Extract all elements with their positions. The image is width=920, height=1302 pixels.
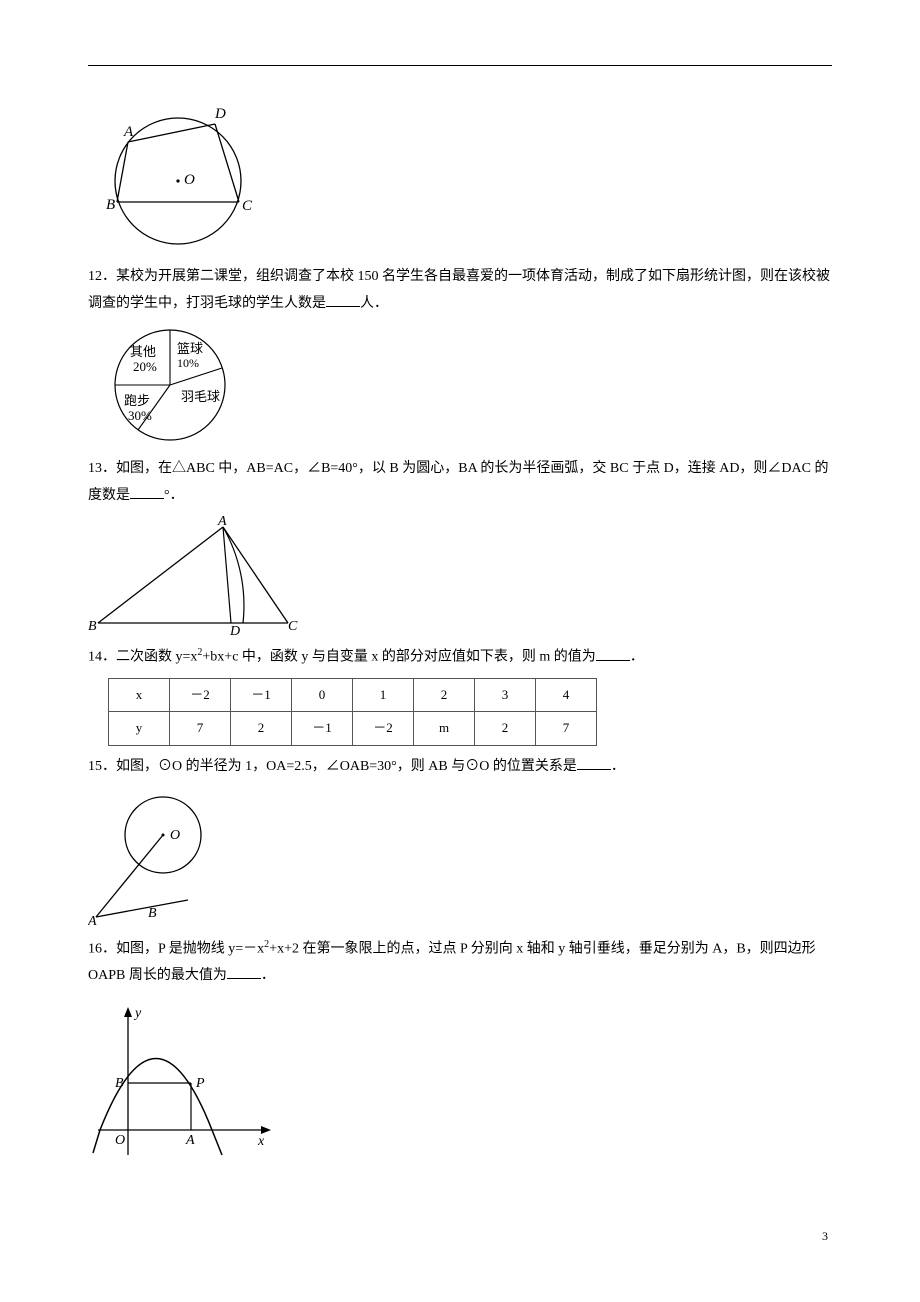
q13-text-b: °． bbox=[164, 488, 184, 503]
pie-basketball-pct: 10% bbox=[177, 356, 199, 370]
cell: 7 bbox=[170, 712, 231, 746]
figure-q11: A D B C O bbox=[88, 96, 832, 256]
parabola-svg: y x O A B P bbox=[88, 995, 278, 1165]
q13-label-D: D bbox=[229, 624, 240, 635]
q15-text-a: 15．如图，⊙O 的半径为 1，OA=2.5，∠OAB=30°，则 AB 与⊙O… bbox=[88, 759, 577, 774]
label-D: D bbox=[214, 106, 226, 122]
q13-label-C: C bbox=[288, 619, 298, 634]
q13-blank bbox=[130, 484, 164, 499]
q14-table: x －2 －1 0 1 2 3 4 y 7 2 －1 －2 m 2 7 bbox=[108, 678, 597, 746]
q14-row-y: y 7 2 －1 －2 m 2 7 bbox=[109, 712, 597, 746]
cell: 3 bbox=[475, 678, 536, 712]
q16-label-B: B bbox=[115, 1076, 124, 1091]
q15-label-O: O bbox=[170, 828, 180, 843]
figure-q12: 其他 20% 篮球 10% 羽毛球 跑步 30% bbox=[88, 323, 832, 448]
q14-row-x: x －2 －1 0 1 2 3 4 bbox=[109, 678, 597, 712]
q16-label-y: y bbox=[133, 1006, 142, 1021]
q12-blank bbox=[326, 292, 360, 307]
figure-q16: y x O A B P bbox=[88, 995, 832, 1165]
figure-q13: A B C D bbox=[88, 515, 832, 635]
figure-q15: O A B bbox=[88, 787, 832, 927]
q16-label-A: A bbox=[185, 1133, 195, 1148]
q13-text-a: 13．如图，在△ABC 中，AB=AC，∠B=40°，以 B 为圆心，BA 的长… bbox=[88, 461, 829, 503]
q13-label-A: A bbox=[217, 515, 227, 529]
cell: 0 bbox=[292, 678, 353, 712]
pie-running-label: 跑步 bbox=[124, 393, 150, 408]
label-C: C bbox=[242, 198, 253, 214]
q16-label-O: O bbox=[115, 1133, 125, 1148]
q15-text-b: ． bbox=[611, 759, 625, 774]
q12-text-a: 12．某校为开展第二课堂，组织调查了本校 150 名学生各自最喜爱的一项体育活动… bbox=[88, 269, 830, 311]
question-13: 13．如图，在△ABC 中，AB=AC，∠B=40°，以 B 为圆心，BA 的长… bbox=[88, 456, 832, 509]
q16-text-a: 16．如图，P 是抛物线 y=－x bbox=[88, 941, 264, 956]
q14-text-b: +bx+c 中，函数 y 与自变量 x 的部分对应值如下表，则 m 的值为 bbox=[202, 650, 595, 665]
cell: x bbox=[109, 678, 170, 712]
cell: 1 bbox=[353, 678, 414, 712]
header-rule bbox=[88, 65, 832, 66]
label-O: O bbox=[184, 172, 195, 188]
q14-text-c: ． bbox=[630, 650, 644, 665]
cell: 2 bbox=[231, 712, 292, 746]
pie-badminton-label: 羽毛球 bbox=[181, 389, 220, 404]
q16-label-P: P bbox=[195, 1076, 205, 1091]
cell: 7 bbox=[536, 712, 597, 746]
q15-label-A: A bbox=[88, 914, 97, 927]
q13-label-B: B bbox=[88, 619, 97, 634]
pie-running-pct: 30% bbox=[128, 408, 152, 423]
question-15: 15．如图，⊙O 的半径为 1，OA=2.5，∠OAB=30°，则 AB 与⊙O… bbox=[88, 754, 832, 781]
q16-label-x: x bbox=[257, 1134, 265, 1149]
question-16: 16．如图，P 是抛物线 y=－x2+x+2 在第一象限上的点，过点 P 分别向… bbox=[88, 935, 832, 990]
cell: －1 bbox=[292, 712, 353, 746]
q14-blank bbox=[596, 646, 630, 661]
pie-other-label: 其他 bbox=[130, 344, 156, 359]
question-14: 14．二次函数 y=x2+bx+c 中，函数 y 与自变量 x 的部分对应值如下… bbox=[88, 643, 832, 671]
q12-text-b: 人． bbox=[360, 296, 388, 311]
cell: 2 bbox=[414, 678, 475, 712]
pie-basketball-label: 篮球 bbox=[177, 341, 203, 356]
cell: －2 bbox=[353, 712, 414, 746]
q15-label-B: B bbox=[148, 906, 157, 921]
q15-blank bbox=[577, 755, 611, 770]
q16-blank bbox=[227, 964, 261, 979]
label-A: A bbox=[123, 124, 134, 140]
cell: －1 bbox=[231, 678, 292, 712]
triangle-svg: A B C D bbox=[88, 515, 298, 635]
q16-text-c: ． bbox=[261, 968, 275, 983]
cell: －2 bbox=[170, 678, 231, 712]
cell: m bbox=[414, 712, 475, 746]
circle-abcd-svg: A D B C O bbox=[88, 96, 268, 256]
q14-text-a: 14．二次函数 y=x bbox=[88, 650, 197, 665]
pie-other-pct: 20% bbox=[133, 359, 157, 374]
circle-tangent-svg: O A B bbox=[88, 787, 238, 927]
question-12: 12．某校为开展第二课堂，组织调查了本校 150 名学生各自最喜爱的一项体育活动… bbox=[88, 264, 832, 317]
cell: 4 bbox=[536, 678, 597, 712]
cell: y bbox=[109, 712, 170, 746]
label-B: B bbox=[106, 197, 115, 213]
pie-chart-svg: 其他 20% 篮球 10% 羽毛球 跑步 30% bbox=[88, 323, 253, 448]
cell: 2 bbox=[475, 712, 536, 746]
page-number: 3 bbox=[88, 1225, 832, 1248]
